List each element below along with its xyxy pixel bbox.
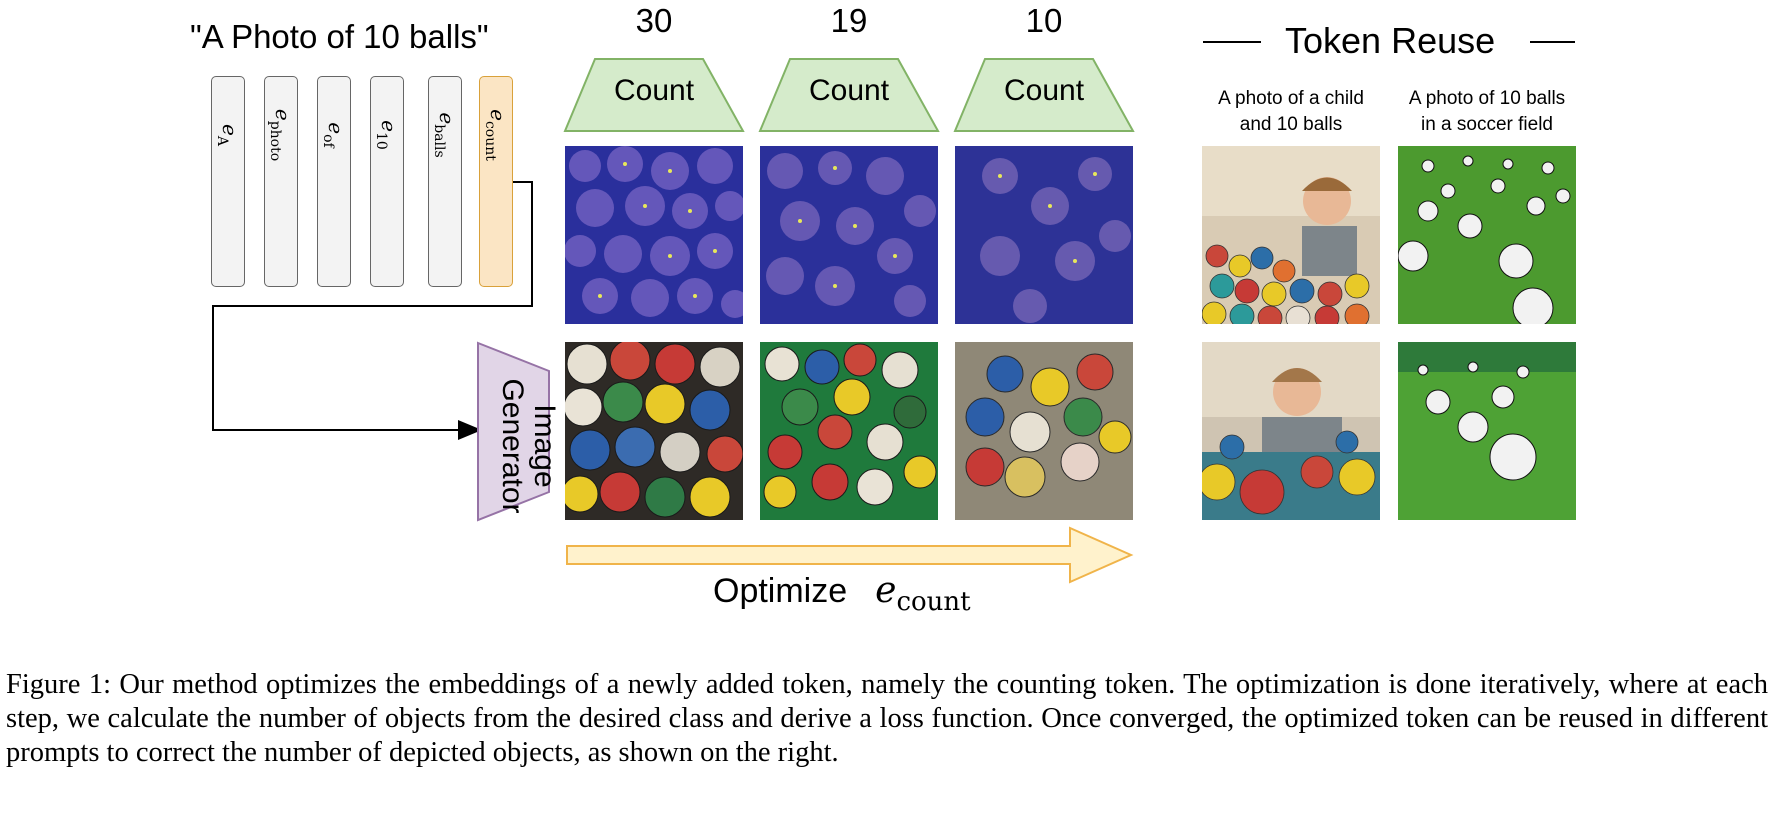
reuse-image-child-after [1202,342,1380,520]
token-e-of: eof [317,76,351,287]
image-generator-shape [477,341,550,522]
count-map-image-19 [760,146,938,324]
caption-line: and 10 balls [1239,114,1343,135]
count-box-10 [953,58,1135,132]
count-value-30: 30 [635,2,673,39]
token-e-balls: eballs [428,76,462,287]
generator-line1: Image [528,404,561,488]
token-e-a: eA [211,76,245,287]
optimize-math-sub: count [896,587,971,618]
count-value-19: 19 [830,2,868,39]
optimize-label: Optimize ecount [713,570,971,617]
count-box-19 [758,58,940,132]
token-e-10: e10 [370,76,404,287]
reuse-caption-soccer: A photo of 10 balls in a soccer field [1392,86,1582,138]
count-label: Count [613,74,695,107]
generated-image-19-balls [760,342,938,520]
count-map-image-10 [955,146,1133,324]
reuse-caption-child: A photo of a child and 10 balls [1196,86,1386,138]
reuse-title-rule-right [1530,41,1575,43]
count-box-label-wrap: Count [565,56,743,132]
optimize-math: ecount [875,570,970,617]
optimize-math-base: e [875,570,897,611]
generated-image-10-balls [955,342,1133,520]
token-reuse-title: Token Reuse [1285,20,1496,61]
prompt-text: "A Photo of 10 balls" [190,18,489,55]
reuse-image-child-before [1202,146,1380,324]
generated-image-30-balls [565,342,743,520]
image-generator-label: Image Generator [482,344,572,524]
count-label: Count [808,74,890,107]
count-map-image-30 [565,146,743,324]
connector-arrow [212,181,533,440]
reuse-image-soccer-before [1398,146,1576,324]
generator-line2: Generator [496,378,529,514]
reuse-image-soccer-after [1398,342,1576,520]
caption-line: in a soccer field [1420,114,1553,135]
token-e-count: ecount [479,76,513,287]
token-e-photo: ephoto [264,76,298,287]
count-box-30 [563,58,745,132]
count-label: Count [1003,74,1085,107]
caption-line: A photo of a child [1218,88,1364,109]
count-value-10: 10 [1025,2,1063,39]
optimize-text: Optimize [713,572,848,610]
count-box-label-wrap: Count [955,56,1133,132]
reuse-title-rule-left [1203,41,1261,43]
figure-caption: Figure 1: Our method optimizes the embed… [6,669,1768,768]
caption-line: A photo of 10 balls [1408,88,1566,109]
count-box-label-wrap: Count [760,56,938,132]
optimize-arrow [566,526,1134,584]
